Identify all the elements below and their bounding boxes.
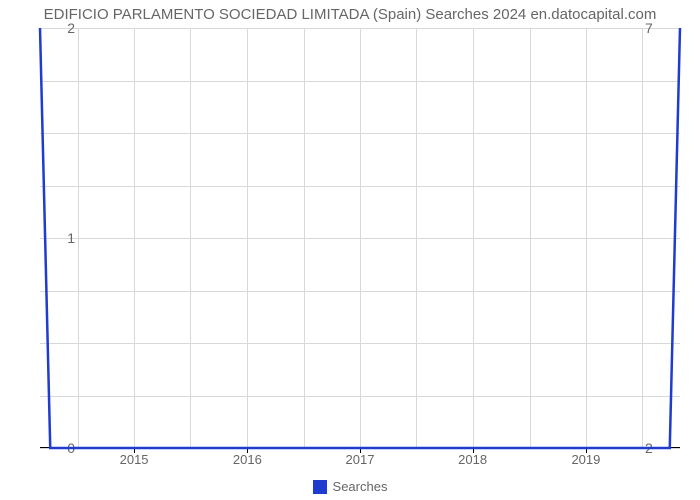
plot-area: 0122720152016201720182019 (40, 28, 680, 448)
series-polyline (40, 28, 680, 448)
chart-container: EDIFICIO PARLAMENTO SOCIEDAD LIMITADA (S… (0, 0, 700, 500)
chart-title: EDIFICIO PARLAMENTO SOCIEDAD LIMITADA (S… (0, 6, 700, 23)
x-tick-label: 2015 (120, 452, 149, 467)
x-tick-label: 2017 (346, 452, 375, 467)
legend-swatch (313, 480, 327, 494)
legend: Searches (0, 478, 700, 494)
x-tick-label: 2018 (458, 452, 487, 467)
data-line-svg (40, 28, 680, 448)
legend-label: Searches (333, 479, 388, 494)
x-tick-label: 2019 (571, 452, 600, 467)
x-tick-label: 2016 (233, 452, 262, 467)
